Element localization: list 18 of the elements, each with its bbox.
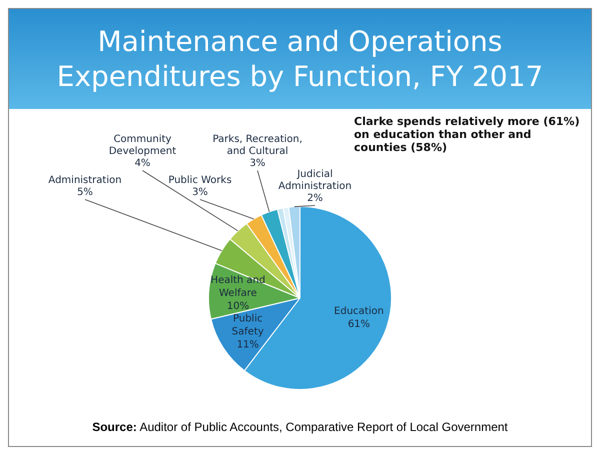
data-label: 5% [77,187,93,198]
source-note: Source: Auditor of Public Accounts, Comparative Report of Local Government [91,420,509,434]
text: Clarke spends relatively more (61%) on education than other and counties (58%) [354,115,581,154]
slice-label: Judicial Administration [278,169,352,192]
slice-label: Education [334,306,384,318]
data-label: 10% [226,300,250,312]
chart-title: Maintenance and Operations Expenditures by Function, FY 2017 [9,9,591,109]
data-label: 11% [236,339,259,350]
data-label: 4% [134,158,150,170]
data-label: 3% [192,187,208,198]
slice-label: Administration [48,175,122,186]
slice-label: Public Safety [232,313,264,338]
data-label: 2% [307,193,323,204]
slice-label: Community Development [108,134,176,158]
data-label: 61% [348,319,370,330]
slice-label: Parks, Recreation, and Cultural [212,134,302,158]
data-label: 3% [250,158,266,170]
slice-label: Public Works [168,175,232,186]
